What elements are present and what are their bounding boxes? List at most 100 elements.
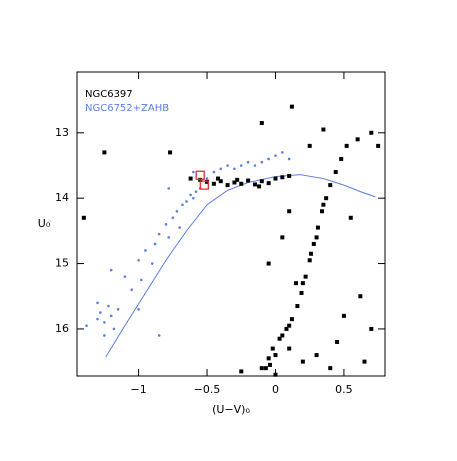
y-tick-label: 15 [55,257,69,270]
point [137,258,140,262]
point [246,178,251,183]
point [267,157,270,161]
point [175,209,179,213]
point [358,294,363,299]
point [253,164,257,167]
point [266,181,271,186]
y-tick-label: 16 [55,322,69,335]
point [369,326,374,331]
point [171,216,175,220]
point [96,317,99,321]
point [205,179,210,184]
point [178,226,181,229]
point [270,346,275,351]
point [215,176,220,181]
point [281,151,284,154]
point [321,127,326,132]
point [233,167,236,171]
point [109,314,113,318]
point [311,241,316,246]
point [167,187,171,190]
point [287,173,292,178]
point [266,356,271,361]
y-tick-label: 14 [55,191,69,204]
point [320,209,325,214]
point [300,359,305,364]
point [144,249,147,252]
highlight-box [195,170,205,180]
point [259,179,264,184]
point [246,160,250,164]
point [219,167,223,171]
point [328,183,333,188]
point [239,181,244,186]
point [339,156,344,161]
point [280,333,285,338]
point [259,120,264,125]
point [277,336,282,341]
point [226,164,229,167]
point [295,304,300,309]
point [188,176,193,181]
zahb-line [105,174,376,358]
point [348,215,353,220]
point [273,372,278,377]
point [107,304,110,308]
x-tick-label: −0.5 [194,383,221,396]
point [341,313,346,318]
point [168,150,173,155]
point [205,177,209,180]
point [287,323,292,328]
point [289,104,294,109]
point [137,308,140,311]
point [112,327,116,331]
point [299,290,304,295]
point [280,235,285,240]
point [273,353,278,358]
point [185,200,188,203]
point [335,340,340,345]
point [280,175,285,180]
point [268,362,273,367]
point [274,154,277,157]
x-tick-label: −1 [130,383,146,396]
point [157,232,161,236]
point [116,308,120,311]
point [192,170,195,174]
point [284,326,289,331]
point [307,143,312,148]
point [109,268,113,272]
point [252,182,257,187]
point [314,235,319,240]
point [309,251,314,256]
point [266,261,271,266]
point [123,275,127,278]
point [103,321,106,324]
point [239,164,243,167]
point [239,369,244,374]
point [263,366,268,371]
point [257,184,262,189]
point [362,359,367,364]
highlight-box [199,180,209,190]
point [235,177,240,182]
point [376,143,381,148]
point [98,311,102,314]
plot-frame [76,71,386,377]
point [355,137,360,142]
point [194,190,198,193]
point [232,180,237,185]
point [273,176,278,181]
point [307,258,312,263]
point [181,203,184,207]
point [212,170,216,174]
point [167,236,171,239]
point [103,334,106,337]
point [130,288,134,292]
legend-entry: NGC6752+ZAHB [85,103,169,114]
point [260,160,264,164]
point [150,262,154,265]
point [85,324,88,327]
point [96,301,99,305]
